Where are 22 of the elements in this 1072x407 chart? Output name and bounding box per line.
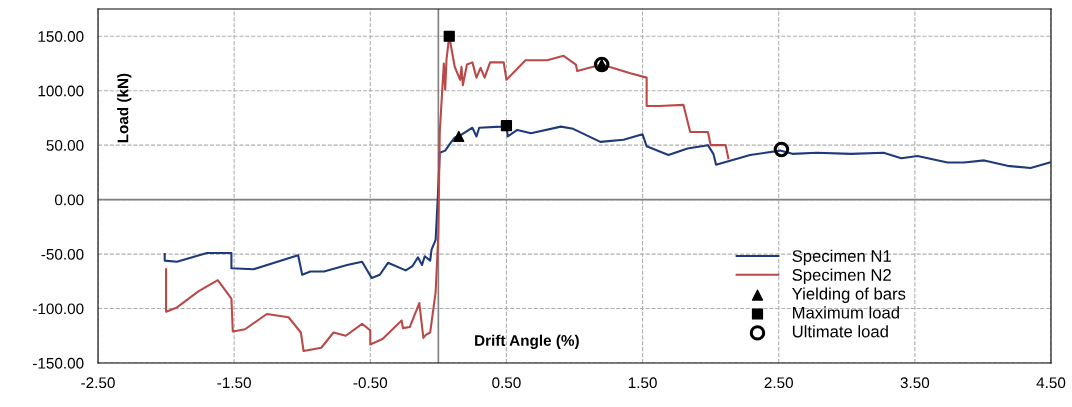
x-tick-label: -2.50 xyxy=(81,377,115,389)
x-tick-label: 0.50 xyxy=(492,377,521,389)
legend-label: Yielding of bars xyxy=(792,287,906,303)
y-tick-label: -150.00 xyxy=(32,357,84,369)
y-tick-label: 150.00 xyxy=(38,31,84,42)
y-axis-title: Load (kN) xyxy=(117,73,132,143)
x-tick-label: -0.50 xyxy=(353,377,388,389)
legend-label: Ultimate load xyxy=(792,325,888,338)
x-tick-label: 4.50 xyxy=(1036,377,1066,389)
x-tick-label: 1.50 xyxy=(628,377,657,389)
x-tick-label: 3.50 xyxy=(900,377,930,389)
y-tick-label: 50.00 xyxy=(46,140,84,151)
y-tick-label: 0.00 xyxy=(54,194,84,206)
legend-label: Specimen N1 xyxy=(792,249,891,266)
legend-label: Maximum load xyxy=(793,306,899,319)
legend-label: Specimen N2 xyxy=(792,268,891,285)
x-tick-label: -1.50 xyxy=(217,377,251,389)
y-tick-label: -50.00 xyxy=(41,248,84,260)
y-tick-label: -100.00 xyxy=(32,303,84,315)
y-tick-label: 100.00 xyxy=(38,85,84,97)
x-tick-label: 2.50 xyxy=(764,377,793,389)
x-axis-title: Drift Angle (%) xyxy=(475,334,579,349)
